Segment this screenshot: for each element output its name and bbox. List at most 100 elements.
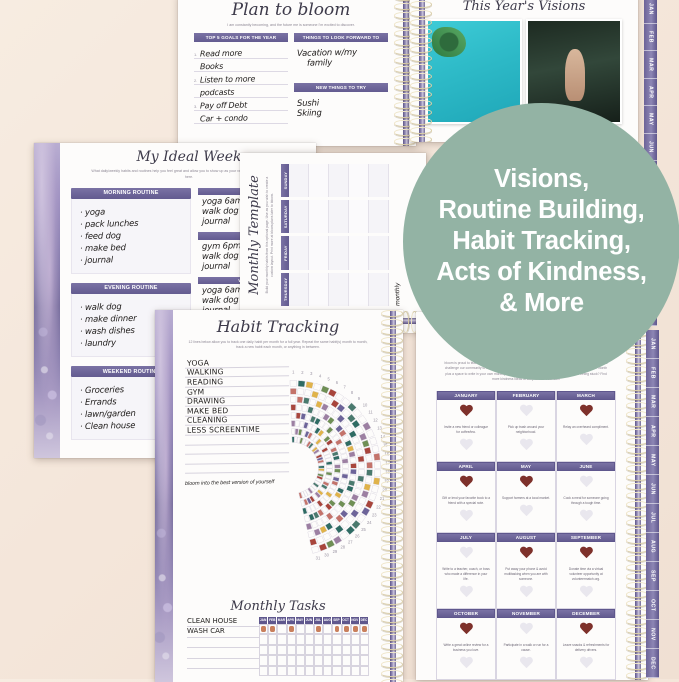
habit-cell[interactable] bbox=[347, 499, 357, 508]
habit-cell[interactable] bbox=[366, 428, 375, 439]
habit-cell[interactable] bbox=[324, 502, 333, 511]
template-slot[interactable] bbox=[289, 200, 310, 234]
template-slot[interactable] bbox=[369, 164, 390, 198]
heart-icon[interactable] bbox=[580, 405, 593, 417]
task-cell[interactable] bbox=[304, 623, 315, 634]
habit-cell[interactable] bbox=[350, 509, 360, 519]
task-cell[interactable] bbox=[277, 634, 287, 645]
habit-cell[interactable] bbox=[330, 508, 339, 517]
month-tab-may[interactable]: MAY bbox=[644, 106, 657, 134]
habit-cell[interactable] bbox=[317, 462, 325, 466]
template-slot[interactable] bbox=[369, 236, 390, 270]
habit-cell[interactable] bbox=[295, 412, 301, 420]
habit-cell[interactable] bbox=[353, 487, 362, 496]
task-cell[interactable] bbox=[304, 665, 315, 676]
task-cell[interactable] bbox=[359, 644, 370, 655]
heart-icon[interactable] bbox=[520, 405, 533, 417]
habit-cell[interactable] bbox=[372, 477, 381, 486]
task-cell[interactable] bbox=[268, 634, 278, 645]
habit-cell[interactable] bbox=[317, 392, 327, 402]
habit-cell[interactable] bbox=[327, 487, 335, 495]
habit-cell[interactable] bbox=[318, 486, 326, 493]
task-cell[interactable] bbox=[286, 623, 296, 634]
habit-cell[interactable] bbox=[343, 490, 352, 498]
task-cell[interactable] bbox=[314, 634, 324, 645]
habit-cell[interactable] bbox=[330, 399, 340, 409]
habit-cell[interactable] bbox=[332, 476, 340, 482]
habit-cell[interactable] bbox=[320, 403, 330, 412]
habit-cell[interactable] bbox=[290, 404, 297, 411]
habit-cell[interactable] bbox=[291, 420, 296, 427]
task-cell[interactable] bbox=[350, 665, 360, 676]
habit-cell[interactable] bbox=[307, 442, 314, 450]
habit-cell[interactable] bbox=[322, 532, 332, 542]
heart-icon[interactable] bbox=[580, 623, 593, 635]
habit-cell[interactable] bbox=[333, 459, 341, 465]
habit-cell[interactable] bbox=[300, 412, 307, 421]
habit-cell[interactable] bbox=[338, 429, 347, 438]
habit-cell[interactable] bbox=[334, 438, 343, 446]
habit-cell[interactable] bbox=[368, 492, 377, 502]
habit-cell[interactable] bbox=[315, 453, 323, 459]
task-cell[interactable] bbox=[323, 644, 333, 655]
habit-cell[interactable] bbox=[310, 424, 317, 433]
habit-cell[interactable] bbox=[340, 495, 350, 504]
habit-cell[interactable] bbox=[316, 499, 324, 508]
habit-cell[interactable] bbox=[327, 388, 338, 398]
month-tab-apr[interactable]: APR bbox=[644, 78, 657, 106]
habit-cell[interactable] bbox=[306, 423, 313, 431]
habit-cell[interactable] bbox=[371, 444, 380, 454]
template-slot[interactable] bbox=[309, 272, 330, 306]
habit-cell[interactable] bbox=[318, 542, 328, 552]
habit-cell[interactable] bbox=[349, 456, 357, 463]
habit-cell[interactable] bbox=[334, 392, 345, 402]
habit-cell[interactable] bbox=[314, 451, 322, 457]
habit-cell[interactable] bbox=[320, 515, 329, 524]
heart-icon[interactable] bbox=[460, 439, 473, 451]
month-tab-may[interactable]: MAY bbox=[646, 446, 659, 475]
habit-cell[interactable] bbox=[319, 497, 327, 505]
habit-cell[interactable] bbox=[303, 514, 310, 523]
month-tab-mar[interactable]: MAR bbox=[646, 388, 659, 417]
habit-cell[interactable] bbox=[312, 435, 320, 444]
habit-cell[interactable] bbox=[331, 495, 340, 503]
habit-cell[interactable] bbox=[331, 480, 339, 487]
habit-cell[interactable] bbox=[325, 490, 333, 498]
habit-cell[interactable] bbox=[309, 398, 317, 407]
month-tab-dec[interactable]: DEC bbox=[646, 649, 659, 678]
habit-cell[interactable] bbox=[290, 412, 296, 419]
task-cell[interactable] bbox=[341, 665, 351, 676]
template-slot[interactable] bbox=[309, 200, 330, 234]
habit-cell[interactable] bbox=[313, 417, 321, 426]
habit-cell[interactable] bbox=[333, 472, 341, 478]
habit-cell[interactable] bbox=[301, 438, 307, 446]
habit-cell[interactable] bbox=[326, 416, 335, 425]
habit-cell[interactable] bbox=[370, 484, 379, 494]
habit-cell[interactable] bbox=[345, 514, 355, 524]
habit-cell[interactable] bbox=[317, 429, 325, 437]
habit-cell[interactable] bbox=[291, 436, 295, 443]
task-cell[interactable] bbox=[359, 655, 370, 666]
habit-cell[interactable] bbox=[314, 426, 321, 435]
habit-cell[interactable] bbox=[332, 455, 340, 461]
habit-cell[interactable] bbox=[296, 436, 301, 444]
habit-cell[interactable] bbox=[294, 428, 299, 436]
habit-cell[interactable] bbox=[334, 504, 343, 513]
habit-cell[interactable] bbox=[300, 491, 306, 499]
habit-cell[interactable] bbox=[339, 509, 349, 519]
habit-cell[interactable] bbox=[363, 483, 372, 492]
habit-cell[interactable] bbox=[342, 463, 349, 469]
template-slot[interactable] bbox=[369, 272, 390, 306]
habit-cell[interactable] bbox=[322, 450, 330, 456]
heart-icon[interactable] bbox=[520, 547, 533, 559]
habit-cell[interactable] bbox=[316, 535, 325, 544]
habit-cell[interactable] bbox=[336, 414, 346, 424]
habit-cell[interactable] bbox=[341, 458, 349, 464]
heart-icon[interactable] bbox=[520, 439, 533, 451]
heart-icon[interactable] bbox=[520, 476, 533, 488]
heart-icon[interactable] bbox=[460, 510, 473, 522]
habit-cell[interactable] bbox=[309, 415, 317, 424]
habit-cell[interactable] bbox=[315, 438, 322, 446]
task-cell[interactable] bbox=[268, 655, 278, 666]
heart-icon[interactable] bbox=[460, 405, 473, 417]
